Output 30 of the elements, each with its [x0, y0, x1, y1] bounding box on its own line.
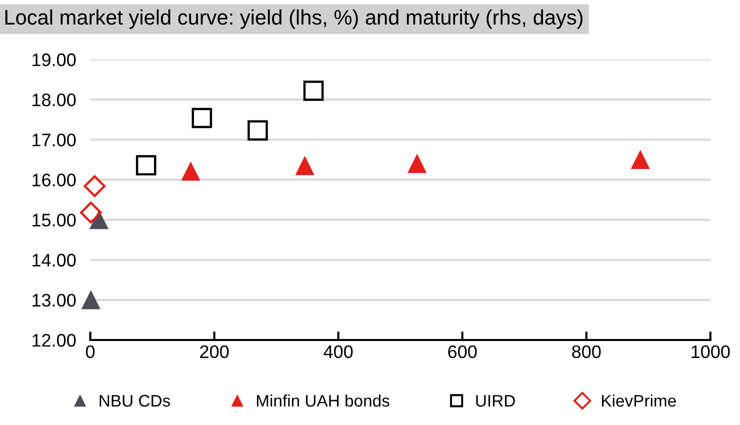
point — [84, 175, 106, 198]
x-tick-label: 0 — [86, 345, 95, 358]
point — [181, 162, 200, 181]
y-tick-label: 12.00 — [32, 334, 76, 347]
point — [82, 290, 100, 310]
x-tick-label: 400 — [324, 345, 353, 358]
legend-label: NBU CDs — [100, 394, 170, 407]
y-tick-label: 18.00 — [32, 94, 76, 106]
y-tick-label: 14.00 — [32, 254, 76, 267]
point — [630, 150, 650, 170]
legend-label: UIRD — [476, 395, 515, 407]
y-tick-label: 13.00 — [32, 294, 76, 307]
x-tick-label: 800 — [572, 345, 601, 358]
point — [136, 155, 156, 176]
legend-label: Minfin UAH bonds — [256, 394, 390, 407]
chart-title: Local market yield curve: yield (lhs, %) and maturity (rhs, days) — [5, 9, 582, 29]
y-tick-label: 17.00 — [32, 134, 76, 146]
x-tick-label: 200 — [200, 345, 229, 358]
y-tick-label: 19.00 — [32, 53, 76, 66]
y-tick-label: 15.00 — [32, 214, 76, 227]
point — [248, 120, 268, 141]
y-tick-label: 16.00 — [32, 174, 76, 186]
legend-label: KievPrime — [602, 394, 676, 407]
x-tick-label: 1000 — [692, 345, 730, 358]
x-tick-label: 600 — [448, 345, 477, 358]
point — [192, 108, 212, 128]
point — [295, 156, 314, 176]
point — [80, 202, 102, 224]
point — [408, 154, 426, 174]
point — [303, 80, 324, 101]
